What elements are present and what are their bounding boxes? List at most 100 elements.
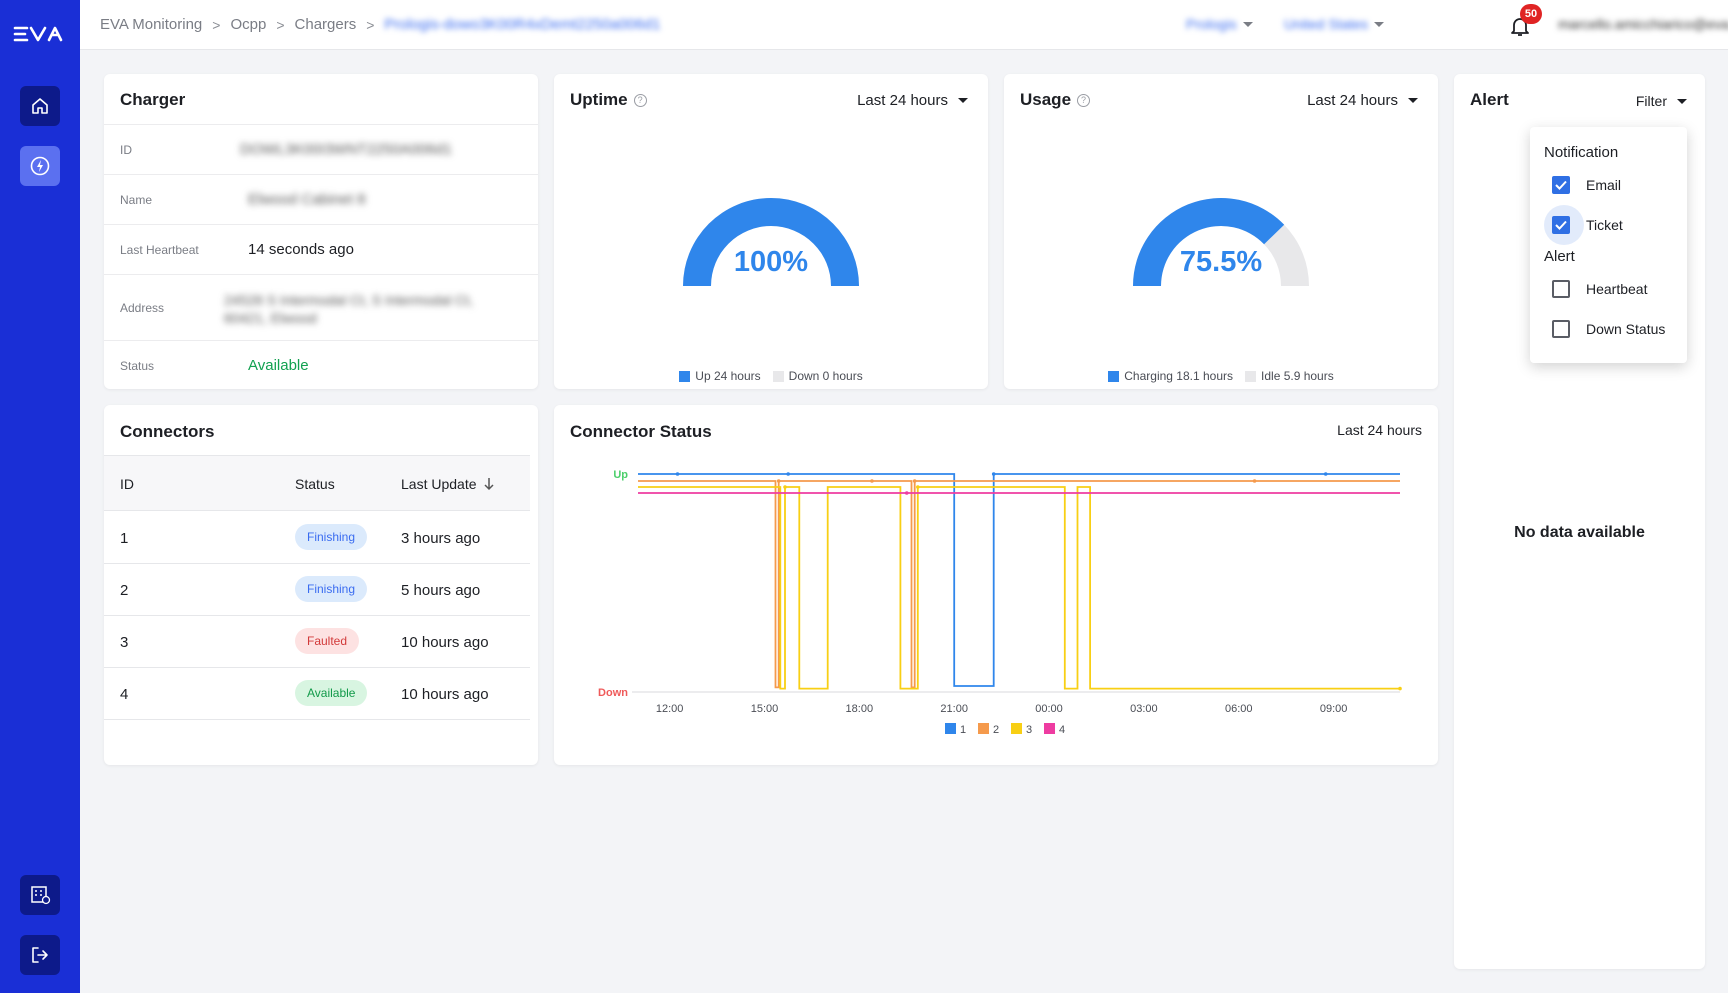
charger-heartbeat-row: Last Heartbeat 14 seconds ago <box>104 224 538 274</box>
legend-label-1: 1 <box>960 724 966 736</box>
filter-heartbeat-option[interactable]: Heartbeat <box>1544 273 1674 305</box>
legend-item-up: Up 24 hours <box>679 369 761 383</box>
home-nav-button[interactable] <box>20 86 60 126</box>
table-row[interactable]: 4 Available 10 hours ago <box>104 668 530 720</box>
column-header-last-update-label: Last Update <box>401 476 477 492</box>
legend-swatch <box>679 370 691 382</box>
legend-swatch-3 <box>1011 723 1022 734</box>
filter-ticket-option[interactable]: Ticket <box>1544 205 1674 245</box>
charger-card: Charger ID DOWL3K00I3WNT2250A006d1 Name … <box>104 74 538 389</box>
country-select-value: United States <box>1284 16 1369 32</box>
last-update-cell: 3 hours ago <box>401 530 481 547</box>
uptime-legend: Up 24 hours Down 0 hours <box>554 369 988 383</box>
caret-down-icon <box>1408 98 1418 103</box>
breadcrumb-item-chargers[interactable]: Chargers <box>294 16 357 33</box>
sort-descending-icon <box>483 478 494 491</box>
caret-down-icon <box>1242 21 1253 27</box>
country-select[interactable]: United States <box>1284 16 1385 32</box>
down-status-checkbox[interactable] <box>1552 320 1570 338</box>
alert-filter-button[interactable]: Filter <box>1636 93 1687 109</box>
table-row[interactable]: 1 Finishing 3 hours ago <box>104 512 530 564</box>
caret-down-icon <box>1374 21 1385 27</box>
charger-heartbeat-label: Last Heartbeat <box>120 243 199 257</box>
charger-name-value: Elwood Cabinet 8 <box>248 191 366 208</box>
org-select[interactable]: Prologis <box>1186 16 1253 32</box>
charger-name-row: Name Elwood Cabinet 8 <box>104 174 538 224</box>
legend-item-charging: Charging 18.1 hours <box>1108 369 1233 383</box>
charger-id-value: DOWL3K00I3WNT2250A006d1 <box>240 141 452 158</box>
email-checkbox[interactable] <box>1552 176 1570 194</box>
uptime-gauge: 100% <box>683 197 859 286</box>
uptime-title: Uptime <box>570 90 628 109</box>
charger-status-value: Available <box>248 357 309 374</box>
logout-button[interactable] <box>20 935 60 975</box>
caret-down-icon <box>1677 98 1687 104</box>
breadcrumb: EVA Monitoring > Ocpp > Chargers > Prolo… <box>100 16 660 33</box>
usage-gauge-fill <box>1133 197 1285 286</box>
column-header-status[interactable]: Status <box>295 476 335 492</box>
breadcrumb-item-eva-monitoring[interactable]: EVA Monitoring <box>100 16 203 33</box>
ocpp-nav-button[interactable] <box>20 875 60 915</box>
filter-down-status-option[interactable]: Down Status <box>1544 313 1674 345</box>
connectors-table-header: ID Status Last Update <box>104 455 530 511</box>
series-point-3 <box>1398 686 1402 691</box>
column-header-id[interactable]: ID <box>120 476 134 492</box>
series-point-2 <box>1252 479 1257 483</box>
help-icon[interactable]: ? <box>633 93 647 107</box>
table-row[interactable]: 2 Finishing 5 hours ago <box>104 564 530 616</box>
series-point-1 <box>786 472 790 476</box>
connector-status-card: Connector Status Last 24 hours Up Down 12:… <box>554 405 1438 765</box>
last-update-cell: 5 hours ago <box>401 582 481 599</box>
usage-legend: Charging 18.1 hours Idle 5.9 hours <box>1004 369 1438 383</box>
legend-item-idle: Idle 5.9 hours <box>1245 369 1334 383</box>
legend-label-down: Down 0 hours <box>788 369 863 383</box>
user-email[interactable]: marcello.amicchiarico@eva.global <box>1558 16 1728 32</box>
alert-filter-menu: Notification Email Ticket Alert Heartbea… <box>1530 127 1687 363</box>
connector-status-chart: Up Down 12:00 15:00 18:00 21:00 00:00 03:00 06:0… <box>598 469 1402 736</box>
table-row[interactable]: 3 Faulted 10 hours ago <box>104 616 530 668</box>
x-tick-label: 12:00 <box>656 703 684 715</box>
series-point-2 <box>870 479 874 483</box>
usage-period-select[interactable]: Last 24 hours <box>1307 92 1418 109</box>
heartbeat-checkbox[interactable] <box>1552 280 1570 298</box>
series-line-2 <box>638 480 1400 689</box>
charger-id-row: ID DOWL3K00I3WNT2250A006d1 <box>104 124 538 174</box>
y-tick-label-down: Down <box>598 687 628 699</box>
filter-email-option[interactable]: Email <box>1544 169 1674 201</box>
x-tick-label: 21:00 <box>940 703 968 715</box>
series-point-4 <box>904 491 909 495</box>
series-point-2 <box>912 479 917 483</box>
uptime-period-select[interactable]: Last 24 hours <box>857 92 968 109</box>
eva-logo <box>13 26 63 42</box>
heartbeat-option-label: Heartbeat <box>1586 281 1648 297</box>
notification-count-badge: 50 <box>1520 4 1542 24</box>
uptime-gauge-value: 100% <box>734 246 808 278</box>
column-header-last-update[interactable]: Last Update <box>401 476 495 492</box>
legend-item-down: Down 0 hours <box>772 369 863 383</box>
help-icon[interactable]: ? <box>1077 93 1091 107</box>
legend-swatch <box>772 370 784 382</box>
status-badge: Finishing <box>295 576 368 602</box>
series-point-3 <box>916 485 920 489</box>
checkmark-icon <box>1555 220 1567 230</box>
filter-alert-header: Alert <box>1544 248 1575 265</box>
lightning-icon <box>30 156 50 176</box>
uptime-period-label: Last 24 hours <box>857 92 948 109</box>
last-update-cell: 10 hours ago <box>401 634 489 651</box>
connector-id-cell: 4 <box>120 686 129 703</box>
alert-filter-label: Filter <box>1635 93 1667 109</box>
legend-label-up: Up 24 hours <box>695 369 761 383</box>
series-point-1 <box>991 472 996 476</box>
chargers-nav-button[interactable] <box>20 146 60 186</box>
connector-status-period: Last 24 hours <box>1337 422 1422 438</box>
breadcrumb-current[interactable]: Prologis-dowo3K00R4xDemt2250a006d1 <box>384 16 661 33</box>
uptime-card: Uptime ? Last 24 hours 100% Up 24 hours … <box>554 74 988 389</box>
x-tick-label: 15:00 <box>751 703 779 715</box>
legend-label-charging: Charging 18.1 hours <box>1124 369 1234 383</box>
ticket-checkbox[interactable] <box>1552 216 1570 234</box>
alert-card-title: Alert <box>1470 90 1509 109</box>
y-tick-label-up: Up <box>613 469 628 481</box>
checkmark-icon <box>1555 180 1567 190</box>
breadcrumb-item-ocpp[interactable]: Ocpp <box>230 16 267 33</box>
usage-gauge-value: 75.5% <box>1180 246 1262 278</box>
